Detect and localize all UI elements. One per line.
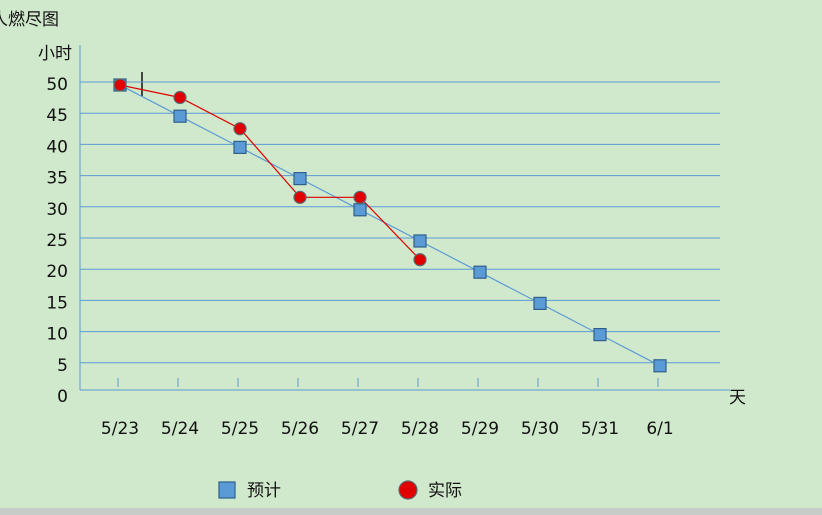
square-marker [653,359,667,373]
y-tick-label: 45 [46,106,68,126]
circle-marker [293,190,307,204]
x-tick-label: 5/26 [281,419,319,439]
y-axis-label: 小时 [38,44,72,64]
square-marker [473,265,487,279]
legend-label: 预计 [247,481,281,501]
y-tick-label: 5 [57,356,68,376]
chart-title: 人燃尽图 [0,10,59,30]
square-marker [593,328,607,342]
bottom-strip [0,508,822,515]
square-marker [353,203,367,217]
circle-marker [353,190,367,204]
x-tick-label: 5/28 [401,419,439,439]
x-tick-label: 6/1 [646,419,673,439]
square-marker [233,140,247,154]
x-tick-label: 5/23 [101,419,139,439]
square-marker [413,234,427,248]
x-tick-label: 5/31 [581,419,619,439]
y-tick-label: 10 [46,325,68,345]
x-tick-label: 5/24 [161,419,199,439]
y-tick-label: 0 [57,387,68,407]
circle-marker [113,78,127,92]
circle-marker [413,253,427,267]
y-tick-label: 30 [46,200,68,220]
square-marker [173,109,187,123]
legend-label: 实际 [428,481,462,501]
x-tick-label: 5/30 [521,419,559,439]
x-tick-label: 5/29 [461,419,499,439]
square-marker [533,296,547,310]
legend-marker [218,481,236,499]
y-tick-label: 25 [46,231,68,251]
y-tick-label: 40 [46,137,68,157]
legend-marker [398,480,418,500]
x-axis-label: 天 [729,388,746,408]
series-line [119,84,421,261]
square-marker [293,172,307,186]
series-line [119,84,661,367]
y-tick-label: 50 [46,75,68,95]
circle-marker [233,122,247,136]
y-tick-label: 35 [46,169,68,189]
y-tick-label: 20 [46,262,68,282]
circle-marker [173,90,187,105]
x-tick-label: 5/25 [221,419,259,439]
x-tick-label: 5/27 [341,419,379,439]
y-tick-label: 15 [46,293,68,313]
